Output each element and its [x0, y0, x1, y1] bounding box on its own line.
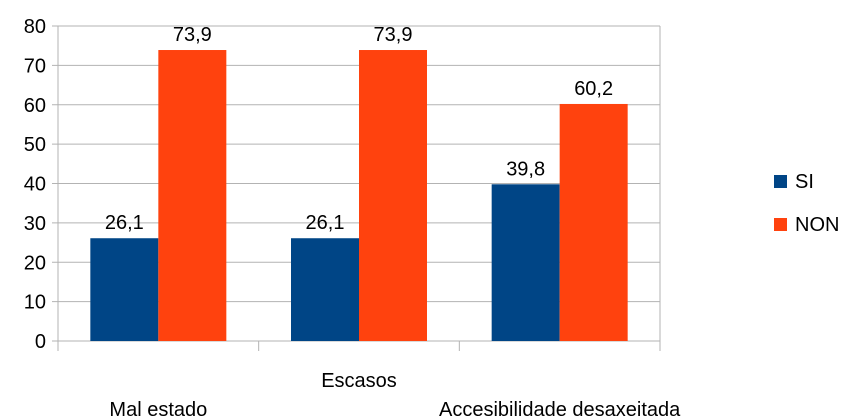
- y-tick-label-0: 0: [35, 331, 46, 353]
- y-tick-label-20: 20: [24, 252, 46, 274]
- y-tick-label-70: 70: [24, 55, 46, 77]
- y-axis-tick-labels: 0 10 20 30 40 50 60 70 80: [24, 16, 46, 353]
- legend-label-non: NON: [795, 214, 839, 236]
- y-tick-label-40: 40: [24, 174, 46, 196]
- y-tick-label-60: 60: [24, 95, 46, 117]
- legend-label-si: SI: [795, 171, 814, 193]
- bar-si-2: [491, 184, 560, 341]
- x-tick-label-1: Escasos: [321, 370, 397, 392]
- bars: [90, 50, 628, 342]
- legend-swatch-si: [774, 175, 787, 188]
- legend: SI NON: [774, 171, 839, 236]
- x-tick-label-0: Mal estado: [109, 399, 207, 419]
- data-label-non-2: 60,2: [574, 78, 613, 100]
- x-tick-label-2: Accesibilidade desaxeitada: [439, 399, 681, 419]
- bar-non-1: [359, 50, 427, 342]
- data-label-non-0: 73,9: [173, 24, 212, 46]
- data-label-si-2: 39,8: [506, 158, 545, 180]
- data-label-si-0: 26,1: [105, 212, 144, 234]
- data-label-si-1: 26,1: [306, 212, 345, 234]
- y-tick-label-30: 30: [24, 213, 46, 235]
- data-labels: 26,1 73,9 26,1 73,9 39,8 60,2: [105, 24, 613, 234]
- bar-non-0: [158, 50, 227, 342]
- bar-si-0: [90, 238, 159, 341]
- y-tick-label-10: 10: [24, 292, 46, 314]
- x-axis-tick-labels: Mal estado Escasos Accesibilidade desaxeit…: [109, 370, 681, 419]
- y-tick-label-80: 80: [24, 16, 46, 38]
- bar-non-2: [559, 103, 628, 342]
- y-tick-label-50: 50: [24, 134, 46, 156]
- bar-si-1: [291, 238, 359, 341]
- legend-swatch-non: [774, 218, 787, 231]
- data-label-non-1: 73,9: [374, 24, 413, 46]
